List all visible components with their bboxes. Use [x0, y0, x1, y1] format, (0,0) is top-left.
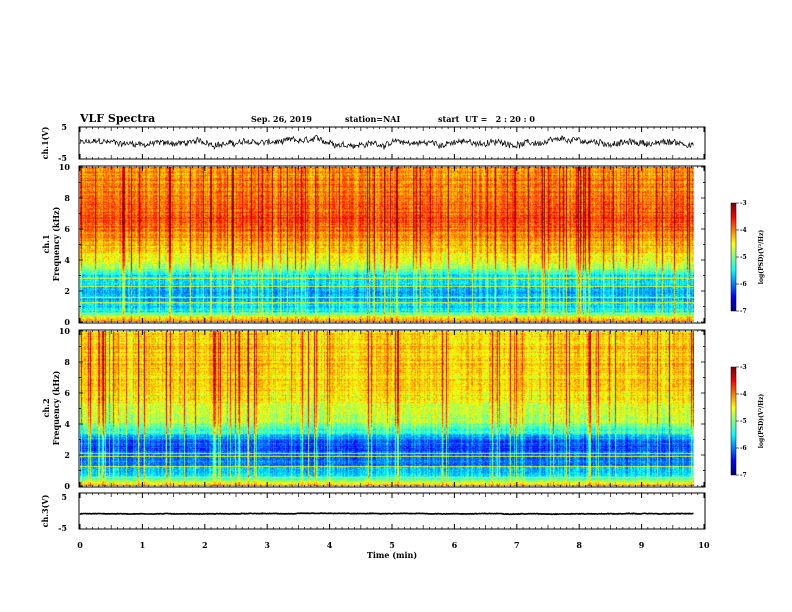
station-label: station=NAI: [345, 114, 400, 124]
ch2-spectrogram-ticks: [79, 330, 705, 487]
time-tick-label: 1: [140, 540, 146, 550]
ch1-spectrogram-image: [80, 167, 694, 322]
frequency-tick-label: 8: [64, 193, 70, 203]
ch3-voltage-trace: [79, 512, 694, 516]
frequency-tick-label: 6: [64, 388, 70, 398]
ch2-spectrogram-panel: 0 2 4 6 8 10 ch.2Frequency (kHz) -3 -4 -5 -6 -7 l…: [41, 326, 765, 491]
ch2-spectrogram-image: [80, 331, 694, 486]
ch1-spectrogram-panel: 0 2 4 6 8 10 ch.1Frequency (kHz) -3 -4 -5 -6 -7 l…: [41, 162, 765, 327]
frequency-tick-label: 8: [64, 357, 70, 367]
ch2-colorbar-label: log(PSD)(V²/Hz): [758, 394, 765, 449]
time-tick-label: 4: [327, 540, 333, 550]
time-tick-label: 9: [639, 540, 645, 550]
colorbar-tick-label: -4: [740, 227, 747, 234]
time-tick-label: 5: [389, 540, 395, 550]
colorbar-tick-label: -3: [740, 364, 747, 371]
ch3-voltage-ylabel: ch.3(V): [40, 494, 50, 527]
colorbar-tick-label: -5: [740, 418, 747, 425]
ch2-colorbar: [731, 367, 736, 475]
ch1-colorbar-label: log(PSD)(V²/Hz): [758, 230, 765, 285]
colorbar-tick-label: -6: [740, 445, 747, 452]
colorbar-tick-label: -3: [740, 200, 747, 207]
ch3-ytick-top: 5: [61, 492, 67, 502]
ch1-voltage-panel: 5 -5 ch.1(V): [40, 122, 706, 163]
ch3-voltage-frame: [78, 492, 706, 530]
ch1-colorbar-ticks: -3 -4 -5 -6 -7: [736, 200, 747, 315]
frequency-tick-label: 10: [59, 162, 71, 172]
ch1-voltage-trace: [79, 134, 694, 150]
figure-title: VLF Spectra: [79, 112, 155, 125]
colorbar-tick-label: -5: [740, 254, 747, 261]
ch2-colorbar-ticks: -3 -4 -5 -6 -7: [736, 364, 747, 479]
frequency-tick-label: 2: [64, 286, 70, 296]
ch1-ytick-top: 5: [61, 122, 67, 132]
frequency-tick-label: 10: [59, 326, 71, 336]
frequency-tick-label: 6: [64, 224, 70, 234]
time-axis-label: Time (min): [367, 550, 417, 560]
frequency-tick-label: 0: [64, 317, 70, 327]
ch1-channel-label: ch.1Frequency (kHz): [41, 206, 61, 281]
time-tick-label: 0: [77, 540, 83, 550]
start-ut-label: start UT = 2 : 20 : 0: [438, 114, 535, 124]
colorbar-tick-label: -7: [740, 308, 747, 315]
time-axis-ticklabels: 0 1 2 3 4 5 6 7 8 9 10: [77, 540, 710, 550]
time-tick-label: 10: [698, 540, 710, 550]
time-tick-label: 8: [576, 540, 582, 550]
ch1-colorbar: [731, 203, 736, 311]
ch3-ytick-bottom: -5: [58, 523, 67, 533]
frequency-tick-label: 4: [64, 419, 70, 429]
colorbar-tick-label: -6: [740, 281, 747, 288]
ch3-voltage-panel: 5 -5 ch.3(V): [40, 492, 706, 533]
colorbar-tick-label: -7: [740, 472, 747, 479]
ch1-voltage-ylabel: ch.1(V): [40, 126, 50, 159]
ch3-voltage-ticks: [79, 493, 705, 529]
ch2-channel-label: ch.2Frequency (kHz): [41, 370, 61, 445]
ch1-voltage-ticks: [79, 127, 705, 159]
time-tick-label: 2: [202, 540, 208, 550]
time-tick-label: 6: [452, 540, 458, 550]
time-tick-label: 7: [514, 540, 520, 550]
colorbar-tick-label: -4: [740, 391, 747, 398]
frequency-tick-label: 0: [64, 481, 70, 491]
time-tick-label: 3: [264, 540, 270, 550]
frequency-tick-label: 4: [64, 255, 70, 265]
frequency-tick-label: 2: [64, 450, 70, 460]
ch1-frequency-ticklabels: 0 2 4 6 8 10: [59, 162, 705, 327]
date-label: Sep. 26, 2019: [251, 114, 312, 124]
ch1-ytick-bottom: -5: [58, 153, 67, 163]
ch1-spectrogram-ticks: [79, 166, 705, 323]
ch2-frequency-ticklabels: 0 2 4 6 8 10: [59, 326, 705, 491]
